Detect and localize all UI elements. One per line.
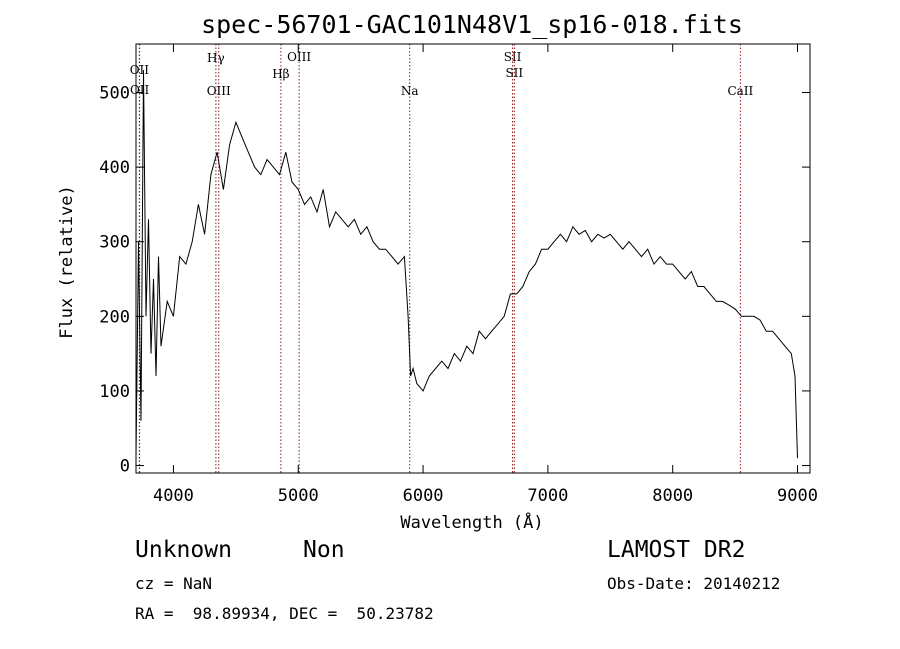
- emission-line-label: OII: [130, 83, 150, 97]
- x-axis-label: Wavelength (Å): [400, 511, 543, 533]
- emission-line-label: Na: [401, 84, 419, 98]
- emission-line-label: Hγ: [207, 51, 225, 65]
- survey-name: LAMOST DR2: [607, 537, 746, 563]
- y-axis-ticks: 0 100 200 300 400 500: [99, 83, 810, 477]
- x-tick-label: 5000: [278, 486, 319, 506]
- y-tick-label: 400: [99, 158, 130, 178]
- spectrum-series-line: [135, 70, 798, 459]
- y-tick-label: 100: [99, 382, 130, 402]
- observation-date: Obs-Date: 20140212: [607, 574, 781, 593]
- coordinates: RA = 98.89934, DEC = 50.23782: [135, 604, 434, 623]
- x-tick-label: 8000: [652, 486, 693, 506]
- x-tick-label: 4000: [153, 486, 194, 506]
- x-tick-label: 7000: [527, 486, 568, 506]
- redshift-value: cz = NaN: [135, 574, 213, 593]
- emission-line-label: OIII: [287, 50, 311, 64]
- object-subclass: Non: [303, 537, 345, 563]
- emission-line-label: SII: [504, 50, 522, 64]
- y-tick-label: 0: [120, 457, 130, 477]
- x-tick-label: 6000: [403, 486, 444, 506]
- object-class: Unknown: [135, 537, 232, 563]
- y-tick-label: 500: [99, 83, 130, 103]
- y-axis-label: Flux (relative): [57, 185, 77, 339]
- emission-line-label: OIII: [207, 84, 231, 98]
- plot-frame: [135, 43, 811, 474]
- x-tick-label: 9000: [777, 486, 818, 506]
- y-tick-label: 200: [99, 307, 130, 327]
- y-tick-label: 300: [99, 233, 130, 253]
- emission-line-label: SII: [505, 66, 523, 80]
- x-axis-ticks: 4000 5000 6000 7000 8000 9000: [153, 44, 818, 506]
- emission-line-label: CaII: [727, 84, 753, 98]
- emission-line-label: Hβ: [272, 67, 289, 81]
- chart-title: spec-56701-GAC101N48V1_sp16-018.fits: [201, 10, 743, 39]
